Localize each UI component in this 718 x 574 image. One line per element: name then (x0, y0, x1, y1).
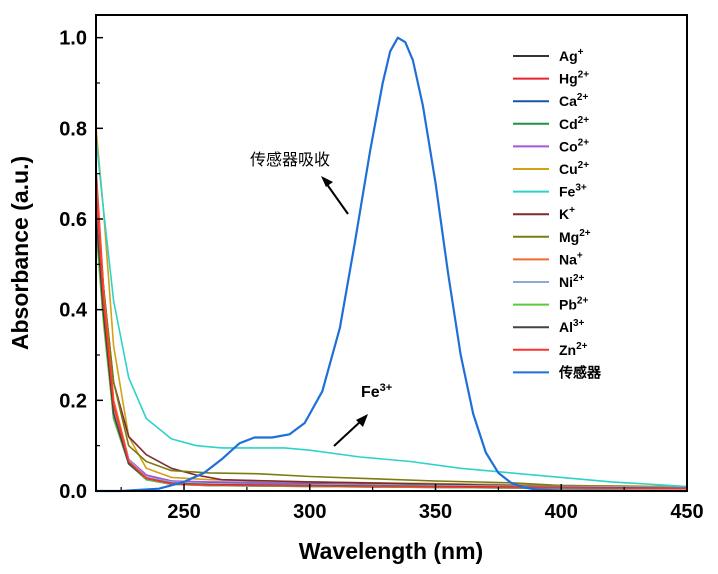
legend-label: Ni2+ (559, 273, 585, 290)
annotation-sensor-absorption: 传感器吸收 (250, 151, 349, 215)
series-line-3 (95, 218, 688, 490)
annotation-fe3-arrow (333, 420, 362, 447)
series-line-0 (95, 209, 688, 489)
series-line-1 (95, 169, 688, 490)
annotation-fe3-arrowhead (356, 414, 368, 427)
series-line-10 (95, 205, 688, 489)
plot-frame (95, 14, 688, 492)
y-axis-title: Absorbance (a.u.) (7, 156, 33, 350)
x-tick-label: 300 (293, 501, 326, 523)
series-line-14 (96, 36, 688, 493)
series-line-12 (95, 214, 688, 490)
annotation-fe3: Fe3+ (333, 382, 392, 447)
y-tick-label: 0.2 (59, 390, 87, 412)
legend-label: 传感器 (558, 364, 602, 380)
legend-label: Co2+ (559, 137, 589, 154)
series-line-2 (95, 218, 688, 490)
legend-label: Ca2+ (559, 92, 588, 109)
series-line-8 (95, 200, 688, 489)
y-tick-label: 0.8 (59, 118, 87, 140)
axes-layer: 250 300 350 400 450 0.0 0.2 0.4 0.6 0.8 1.0 (59, 28, 704, 523)
legend-label: Cd2+ (559, 115, 589, 132)
y-tick-label: 1.0 (59, 28, 87, 50)
legend-label: Zn2+ (559, 341, 588, 358)
y-tick-label: 0.0 (59, 481, 87, 503)
series-line-13 (95, 187, 688, 490)
legend-label: Mg2+ (559, 228, 591, 245)
series-line-6 (95, 137, 688, 488)
legend-label: Al3+ (559, 318, 585, 335)
legend-label: K+ (559, 205, 575, 222)
legend-label: Fe3+ (559, 183, 587, 200)
y-tick-label: 0.4 (59, 300, 88, 322)
annotation-sensor-label: 传感器吸收 (250, 151, 330, 169)
series-line-4 (95, 200, 688, 488)
annotation-sensor-arrowhead (321, 176, 333, 187)
series-line-5 (95, 128, 688, 488)
y-tick-label: 0.6 (59, 209, 87, 231)
series-line-11 (95, 228, 688, 490)
legend-label: Pb2+ (559, 296, 588, 313)
x-axis-title: Wavelength (nm) (299, 538, 483, 564)
x-tick-label: 350 (419, 501, 452, 523)
legend-label: Cu2+ (559, 160, 589, 177)
series-layer (95, 36, 688, 493)
annotation-sensor-arrow (325, 182, 349, 215)
annotation-fe3-label: Fe3+ (361, 382, 392, 401)
legend-label: Na+ (559, 250, 583, 267)
x-tick-label: 450 (670, 501, 703, 523)
legend: Ag+ Hg2+ Ca2+ Cd2+ Co2+ Cu2+ Fe3+ K+ Mg2+ Na+ Ni2+… (513, 47, 602, 380)
legend-label: Hg2+ (559, 70, 589, 87)
legend-label: Ag+ (559, 47, 584, 64)
x-tick-label: 250 (167, 501, 200, 523)
x-tick-label: 400 (545, 501, 578, 523)
